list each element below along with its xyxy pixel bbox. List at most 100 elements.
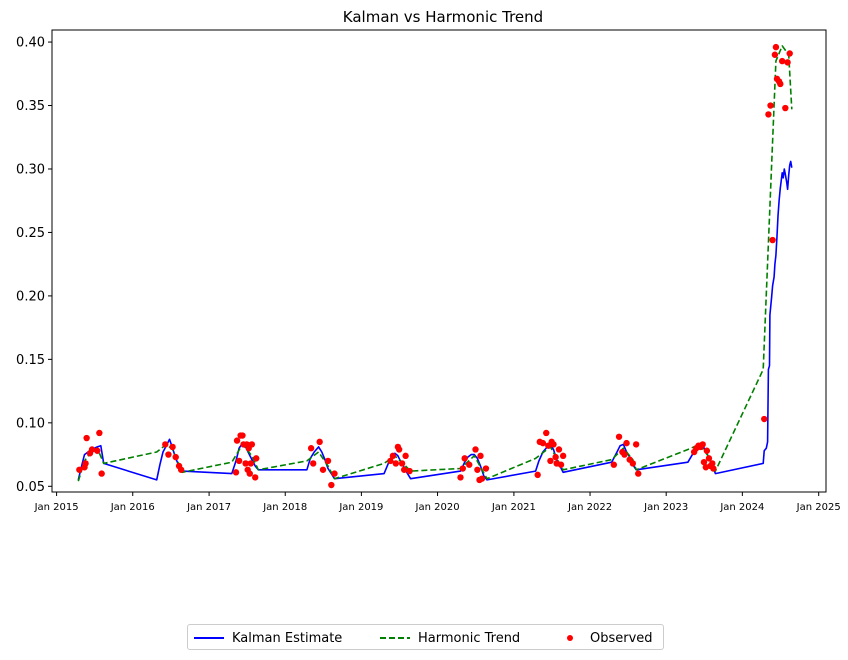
x-tick-label: Jan 2015 [34,502,79,513]
observed-point [402,452,409,460]
observed-point [98,470,105,477]
observed-point [319,466,327,473]
observed-point [765,111,772,118]
plot-frame [51,29,827,493]
x-tick-label: Jan 2020 [415,502,460,513]
observed-point [782,104,789,112]
observed-point [632,441,640,448]
legend-item-observed: Observed [558,625,653,651]
observed-point [400,466,408,473]
observed-point [459,465,466,472]
observed-point [610,461,618,468]
x-tick-label: Jan 2019 [338,502,383,513]
legend-label-observed: Observed [590,630,653,646]
observed-point [392,460,400,467]
observed-point [239,432,246,439]
observed-point [248,441,256,448]
observed-point [246,470,253,477]
observed-point [233,437,241,444]
y-tick-label: 0.10 [16,416,45,431]
x-tick-label: Jan 2022 [567,502,612,513]
observed-point [252,474,259,481]
legend-label-kalman: Kalman Estimate [232,630,343,646]
observed-point [162,441,169,448]
observed-point [778,57,786,65]
observed-point [621,451,628,458]
observed-point [557,461,565,468]
observed-point [88,446,96,453]
observed-point [324,457,332,465]
harmonic-trend-line [77,45,793,482]
observed-point [398,460,406,467]
legend-label-harmonic: Harmonic Trend [418,630,521,646]
observed-point [477,452,484,460]
y-tick-label: 0.15 [16,353,45,368]
x-tick-label: Jan 2016 [110,502,155,513]
observed-point [461,455,468,462]
observed-point [534,471,541,479]
observed-point [331,470,338,477]
observed-point [247,460,255,467]
observed-point [786,50,793,57]
observed-point [389,452,397,460]
x-tick-label: Jan 2018 [262,502,307,513]
observed-point [82,460,89,467]
observed-point [482,465,490,472]
observed-point [771,51,779,58]
observed-point [710,465,717,472]
legend-item-kalman: Kalman Estimate [194,625,342,651]
solid-line-swatch [194,637,224,639]
observed-point [328,481,335,489]
x-tick-label: Jan 2024 [719,502,764,513]
observed-point [457,474,464,481]
observed-point [307,445,315,452]
y-tick-label: 0.25 [16,226,45,241]
x-tick-label: Jan 2021 [491,502,536,513]
observed-point [96,429,103,437]
observed-point [635,470,642,477]
observed-point [242,460,249,467]
series-layer [76,43,793,489]
y-tick-label: 0.35 [16,99,45,114]
observed-point [700,458,708,466]
x-tick-label: Jan 2017 [186,502,231,513]
y-tick-label: 0.30 [16,162,45,177]
observed-point [555,446,563,453]
observed-point [767,102,774,109]
observed-point [784,59,791,66]
observed-point [406,467,413,475]
observed-point [232,469,240,476]
observed-point [550,441,557,448]
x-tick-label: Jan 2023 [643,502,688,513]
x-axis: Jan 2015 Jan 2016 Jan 2017 Jan 2018 Jan 2019… [34,492,841,513]
observed-point [165,451,172,458]
observed-point [94,447,101,454]
observed-point [703,447,711,454]
observed-point [76,466,83,473]
observed-point [772,43,780,51]
observed-point [629,460,637,467]
chart-title: Kalman vs Harmonic Trend [343,8,543,26]
observed-point [472,446,479,453]
observed-point [559,452,567,460]
observed-point [169,443,176,451]
observed-point [395,446,403,453]
observed-point [769,236,776,244]
observed-point [235,457,243,465]
observed-point [539,439,547,447]
observed-point [552,453,559,461]
observed-point [709,460,716,467]
kalman-estimate-line [77,160,793,481]
observed-point [172,453,179,461]
observed-point [761,415,768,423]
x-tick-label: Jan 2025 [796,502,841,513]
observed-point [177,466,185,473]
y-tick-label: 0.05 [16,480,45,495]
observed-point [466,461,473,468]
observed-point [777,80,784,88]
observed-point [699,441,706,448]
dashed-line-swatch [380,637,410,639]
dot-swatch [567,635,573,641]
observed-point [547,457,554,465]
observed-point [543,429,550,437]
